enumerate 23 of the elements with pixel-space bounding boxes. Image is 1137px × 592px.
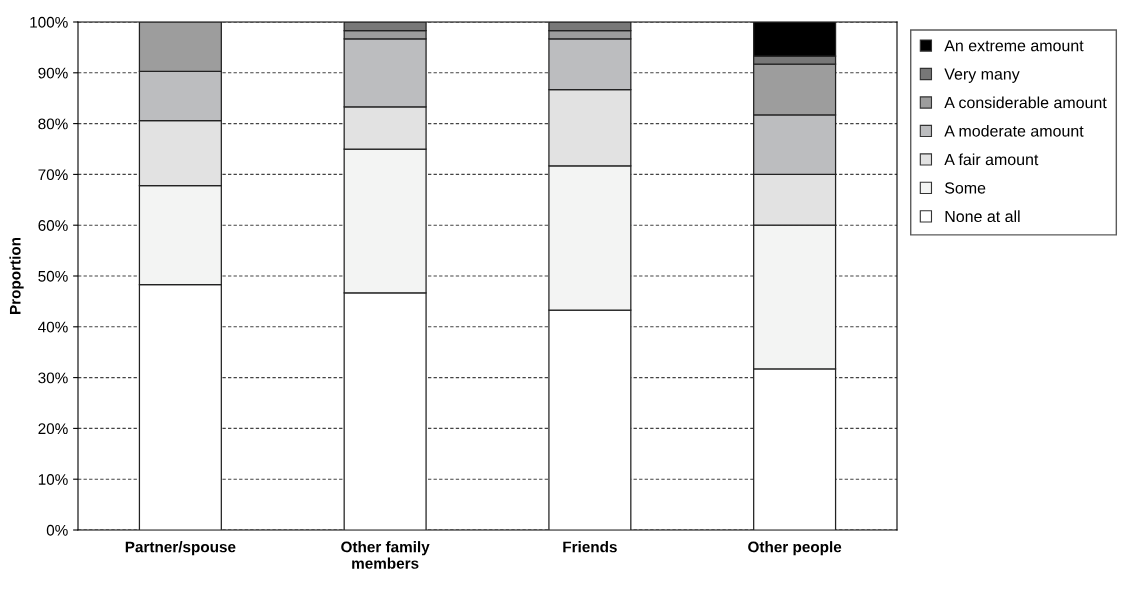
y-tick-label: 60% bbox=[38, 220, 68, 231]
y-tick-label: 50% bbox=[38, 270, 68, 282]
legend-label: A fair amount bbox=[944, 153, 1039, 166]
y-tick-label: 100% bbox=[30, 16, 68, 28]
x-tick-label: Friends bbox=[563, 541, 617, 553]
y-tick-label: 30% bbox=[38, 372, 68, 384]
y-tick-label: 0% bbox=[46, 524, 68, 536]
y-tick-label: 20% bbox=[38, 423, 68, 435]
y-axis-title: Proportion bbox=[9, 237, 24, 315]
legend-label: An extreme amount bbox=[944, 40, 1084, 52]
x-tick-label: Other family members bbox=[341, 541, 430, 569]
x-tick-label: Other people bbox=[748, 541, 842, 556]
legend-label: A considerable amount bbox=[944, 96, 1107, 109]
legend-label: Very many bbox=[944, 68, 1020, 83]
text: None at all bbox=[945, 210, 1020, 223]
y-tick-label: 70% bbox=[38, 169, 68, 181]
legend-label: A moderate amount bbox=[944, 124, 1084, 137]
y-tick-label: 40% bbox=[38, 321, 68, 333]
x-tick-label: Partner/spouse bbox=[125, 541, 236, 556]
text: Some bbox=[944, 182, 986, 194]
y-tick-label: 80% bbox=[38, 118, 68, 130]
y-tick-label: 90% bbox=[38, 67, 68, 79]
y-tick-label: 10% bbox=[38, 474, 68, 485]
